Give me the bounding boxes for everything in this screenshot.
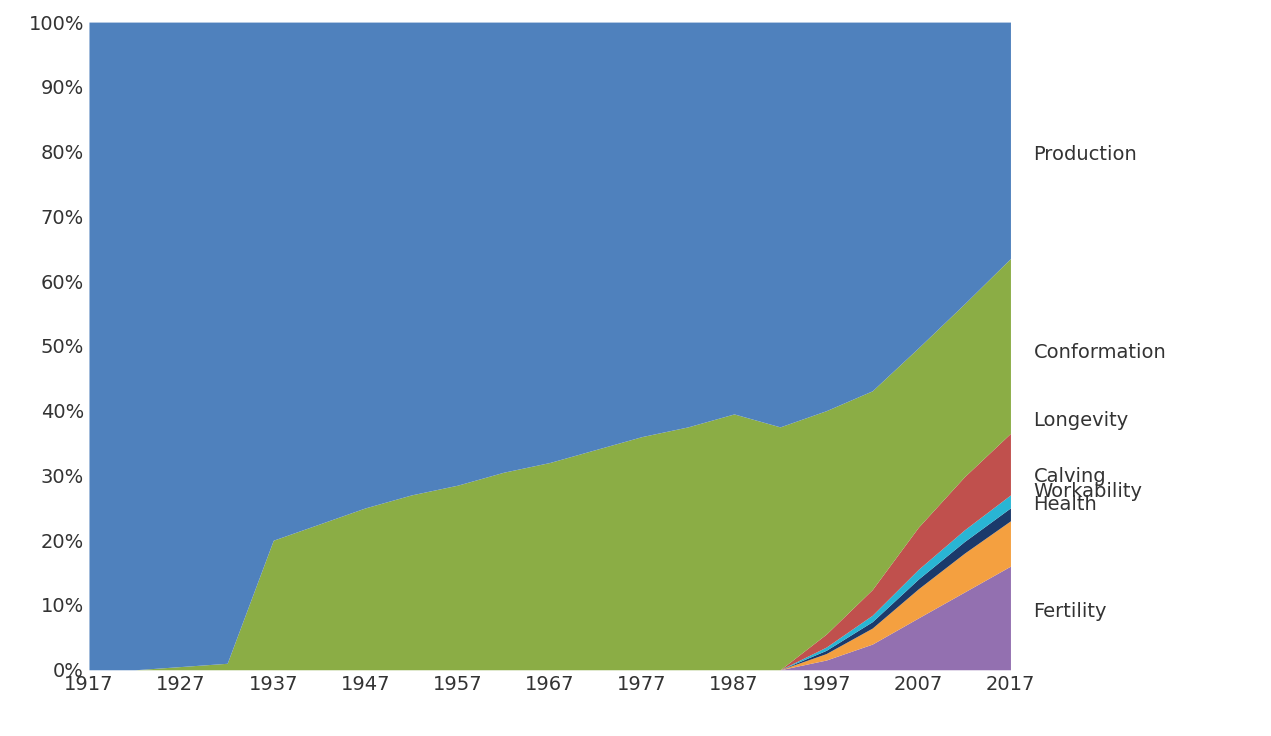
Text: Production: Production (1033, 145, 1138, 164)
Text: Conformation: Conformation (1033, 343, 1167, 362)
Text: Calving: Calving (1033, 467, 1106, 486)
Text: Workability: Workability (1033, 481, 1143, 500)
Text: Longevity: Longevity (1033, 411, 1129, 430)
Text: Fertility: Fertility (1033, 602, 1107, 621)
Text: Health: Health (1033, 495, 1097, 514)
